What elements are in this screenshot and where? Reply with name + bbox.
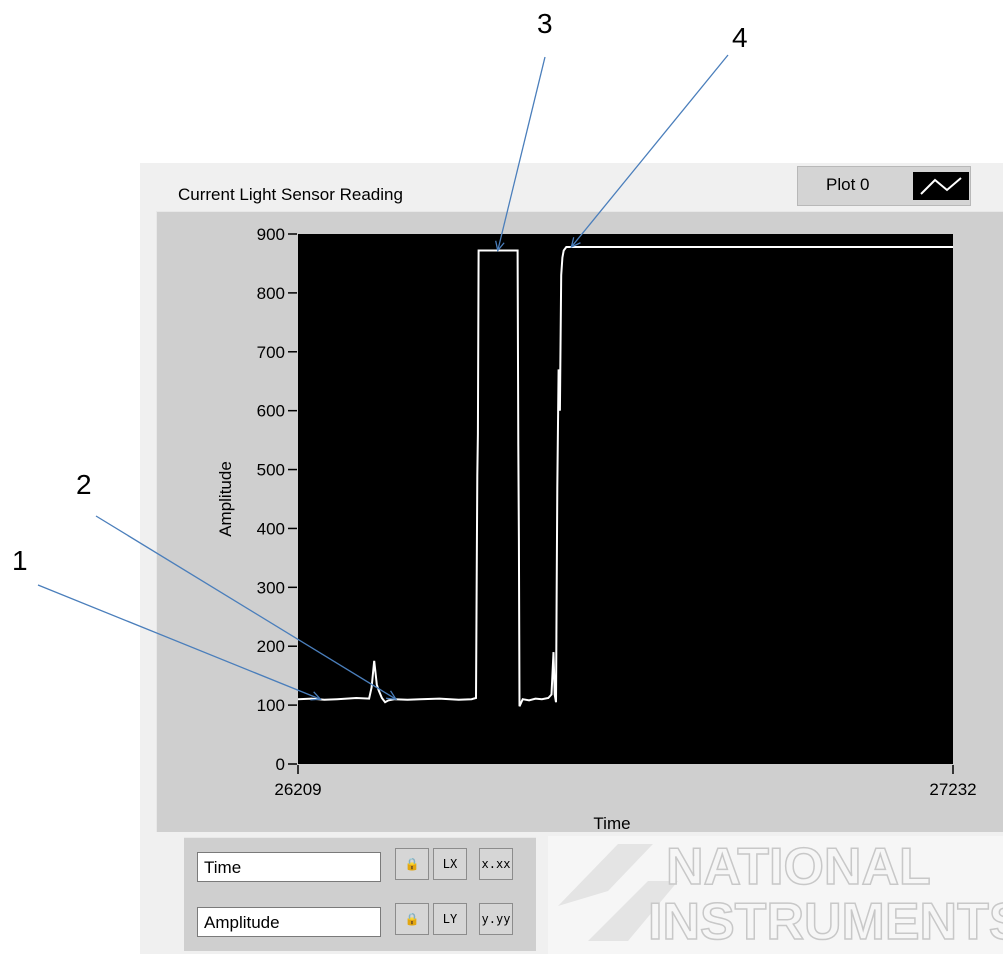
watermark-line-1: NATIONAL (666, 838, 931, 896)
callout-arrowhead-1 (310, 691, 322, 701)
y-autoscale-button[interactable]: LY (433, 903, 467, 935)
callout-arrow-2 (95, 515, 397, 700)
x-format-button[interactable]: x.xx (479, 848, 513, 880)
callout-label-1: 1 (12, 545, 28, 576)
callout-arrowhead-3 (495, 240, 505, 252)
y-autoscale-icon: LY (442, 912, 458, 926)
y-tick-label: 100 (257, 696, 285, 715)
callout-label-4: 4 (732, 22, 748, 53)
y-tick-label: 700 (257, 343, 285, 362)
legend-line-swatch (913, 172, 969, 200)
y-axis-label: Amplitude (216, 461, 235, 537)
callout-arrowhead-4 (570, 237, 581, 249)
callout-label-2: 2 (76, 469, 92, 500)
x-autoscale-icon: LX (442, 857, 458, 871)
chart-title: Current Light Sensor Reading (178, 185, 403, 204)
y-tick-label: 200 (257, 637, 285, 656)
x-axis-label: Time (593, 814, 630, 833)
x-scale-lock-button[interactable]: 🔒 (395, 848, 429, 880)
x-scale-name-field[interactable]: Time (197, 852, 381, 882)
x-autoscale-button[interactable]: LX (433, 848, 467, 880)
callout-label-3: 3 (537, 8, 553, 39)
callouts (37, 54, 729, 701)
y-tick-label: 300 (257, 578, 285, 597)
y-tick-label: 900 (257, 225, 285, 244)
callout-arrow-4 (570, 54, 729, 248)
callout-arrow-3 (497, 56, 546, 251)
national-instruments-logo: NATIONAL INSTRUMENTS (548, 836, 1003, 954)
x-axis: 26209 27232 (274, 765, 977, 799)
x-tick-label: 26209 (274, 780, 321, 799)
legend-label: Plot 0 (826, 175, 870, 194)
lock-icon: 🔒 (404, 857, 420, 871)
y-scale-name-field[interactable]: Amplitude (197, 907, 381, 937)
format-icon: x.xx (481, 857, 511, 871)
y-tick-label: 800 (257, 284, 285, 303)
lock-icon: 🔒 (404, 912, 420, 926)
plot-area (298, 234, 953, 764)
y-tick-label: 400 (257, 519, 285, 538)
y-axis: 0 100 200 300 400 500 600 700 800 900 (257, 225, 297, 774)
y-tick-label: 600 (257, 402, 285, 421)
x-tick-label: 27232 (929, 780, 976, 799)
y-tick-label: 0 (276, 755, 285, 774)
watermark-line-2: INSTRUMENTS (648, 893, 1003, 951)
callout-arrow-1 (37, 584, 321, 700)
format-icon: y.yy (481, 912, 511, 926)
y-tick-label: 500 (257, 461, 285, 480)
y-format-button[interactable]: y.yy (479, 903, 513, 935)
y-scale-lock-button[interactable]: 🔒 (395, 903, 429, 935)
callout-arrowhead-2 (385, 690, 398, 701)
